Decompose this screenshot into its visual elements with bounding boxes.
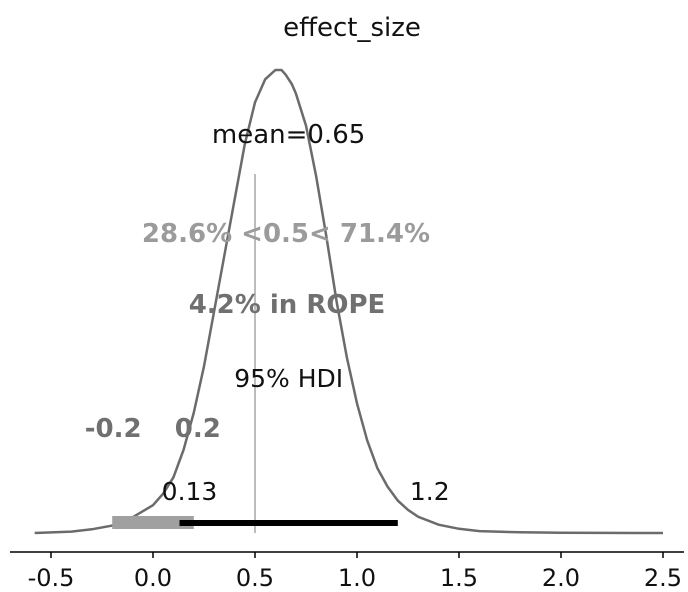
density-curve: [34, 68, 664, 535]
x-axis-ticks: -0.5 0.0 0.5 1.0 1.5 2.0 2.5: [28, 552, 682, 592]
hdi-high-label: 1.2: [410, 477, 450, 506]
reference-label: 28.6% <0.5< 71.4%: [142, 219, 430, 249]
x-tick-label: 1.5: [440, 564, 478, 592]
hdi-low-label: 0.13: [162, 477, 218, 506]
x-tick-label: -0.5: [28, 564, 75, 592]
x-tick-label: 0.5: [236, 564, 274, 592]
hdi-label: 95% HDI: [234, 364, 343, 393]
rope-bar: [112, 516, 194, 529]
chart-title: effect_size: [283, 13, 421, 43]
mean-label: mean=0.65: [212, 120, 365, 150]
rope-label: 4.2% in ROPE: [189, 290, 386, 320]
rope-low-label: -0.2: [85, 414, 142, 444]
x-tick-label: 2.0: [542, 564, 580, 592]
x-tick-label: 2.5: [644, 564, 682, 592]
rope-high-label: 0.2: [175, 414, 221, 444]
x-tick-label: 1.0: [338, 564, 376, 592]
x-tick-label: 0.0: [134, 564, 172, 592]
